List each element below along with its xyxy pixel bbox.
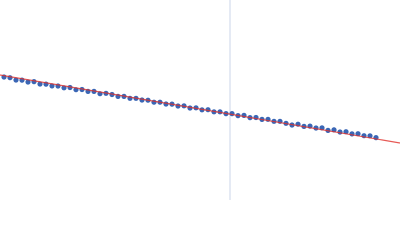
data-point (37, 81, 43, 87)
page: {"chart_data": {"type": "scatter", "xlim… (0, 0, 400, 200)
chart (0, 0, 400, 200)
data-point (25, 79, 31, 85)
fit-line (0, 74, 400, 144)
data-point (355, 131, 361, 137)
data-point (13, 77, 19, 83)
